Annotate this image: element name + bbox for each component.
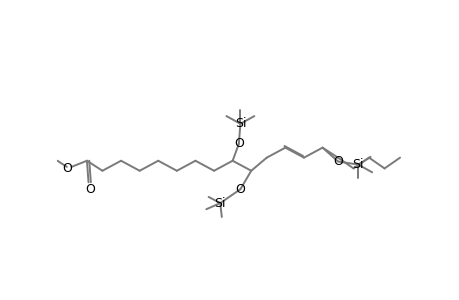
- Text: Si: Si: [352, 158, 363, 171]
- Text: O: O: [332, 155, 342, 168]
- Text: Si: Si: [234, 117, 246, 130]
- Text: O: O: [235, 183, 245, 196]
- Text: O: O: [234, 137, 243, 150]
- Text: O: O: [85, 183, 95, 196]
- Text: Si: Si: [214, 196, 225, 210]
- Text: O: O: [62, 162, 72, 175]
